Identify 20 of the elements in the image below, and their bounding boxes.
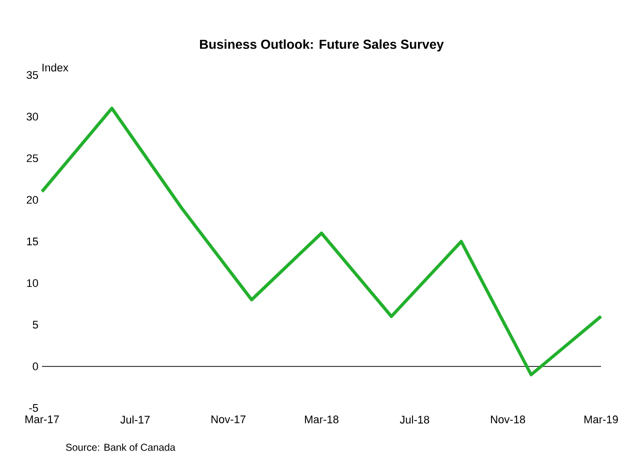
x-tick-label: Jul-17 [120, 416, 150, 424]
y-tick-label: 35 [26, 71, 38, 79]
x-tick-label: Mar-18 [304, 416, 338, 424]
y-tick-label: 25 [26, 154, 38, 162]
chart-title: Business Outlook: Future Sales Survey [200, 39, 444, 52]
x-tick-label: Mar-19 [584, 416, 618, 424]
x-tick-label: Jul-18 [400, 416, 430, 424]
y-tick-label: 30 [26, 112, 38, 121]
y-tick-label: 0 [32, 362, 38, 370]
y-axis-title: Index [42, 63, 68, 72]
y-tick-label: 10 [27, 279, 38, 288]
line-series [40, 106, 603, 376]
y-tick-label: -5 [29, 404, 38, 412]
source-note: Source: Bank of Canada [66, 444, 176, 451]
x-tick-label: Mar-17 [25, 416, 59, 424]
x-tick-label: Nov-18 [491, 416, 526, 424]
y-tick-label: 15 [27, 238, 38, 246]
x-tick-label: Nov-17 [212, 416, 246, 424]
y-tick-label: 20 [26, 196, 38, 204]
y-tick-label: 5 [32, 320, 38, 329]
